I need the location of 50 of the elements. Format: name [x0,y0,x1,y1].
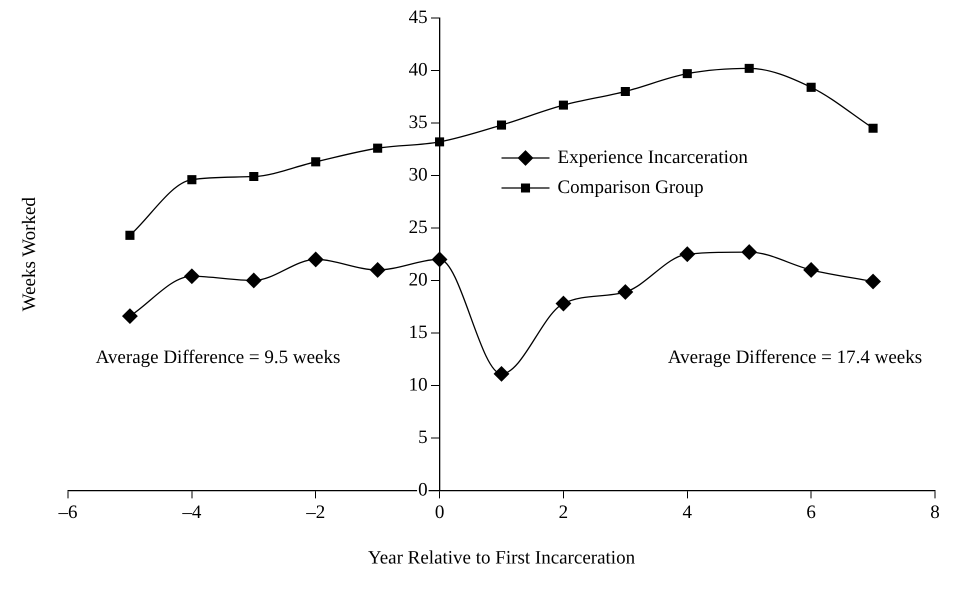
point [373,144,382,153]
y-tick-label: 15 [408,322,428,343]
point [496,120,506,130]
point [868,124,878,133]
point [556,296,572,312]
y-tick-label: 45 [408,6,428,28]
point [125,230,134,240]
y-tick-label: 25 [408,216,428,238]
point [308,252,324,268]
y-tick-label: 30 [408,164,428,186]
point [620,86,630,96]
point [742,244,757,260]
point [432,252,448,268]
point [682,69,692,78]
point [744,64,754,73]
point [122,308,138,324]
y-tick-label: 10 [408,374,428,396]
y-tick-label: 0 [418,479,428,500]
point [184,268,200,284]
point [187,175,196,184]
legend-label: Comparison Group [558,176,704,198]
point [370,262,386,278]
annotation: Average Difference = 17.4 weeks [668,347,922,368]
point [311,157,320,166]
point [803,262,819,278]
annotation: Average Difference = 9.5 weeks [96,347,340,368]
legend-label: Experience Incarceration [558,146,748,168]
y-axis-title: Weeks Worked [18,196,40,312]
y-tick-label: 40 [408,59,428,80]
y-tick-label: 35 [408,112,428,133]
x-tick-label: 6 [806,502,816,523]
x-tick-label: –4 [181,502,202,523]
point [680,246,695,262]
x-axis-title: Year Relative to First Incarceration [368,548,636,569]
x-tick-label: 0 [434,502,444,523]
x-tick-label: 2 [558,502,568,523]
x-tick-label: 4 [682,502,693,523]
y-tick-label: 5 [418,426,428,448]
point [246,272,262,288]
point [865,274,881,290]
point [494,366,510,382]
x-tick-label: –2 [305,502,326,523]
point [249,172,258,182]
point [558,100,568,110]
y-tick-label: 20 [408,269,428,290]
x-tick-label: –6 [58,502,78,523]
x-tick-label: 8 [930,502,940,523]
point [618,284,634,300]
point [806,82,816,92]
point [435,137,444,146]
